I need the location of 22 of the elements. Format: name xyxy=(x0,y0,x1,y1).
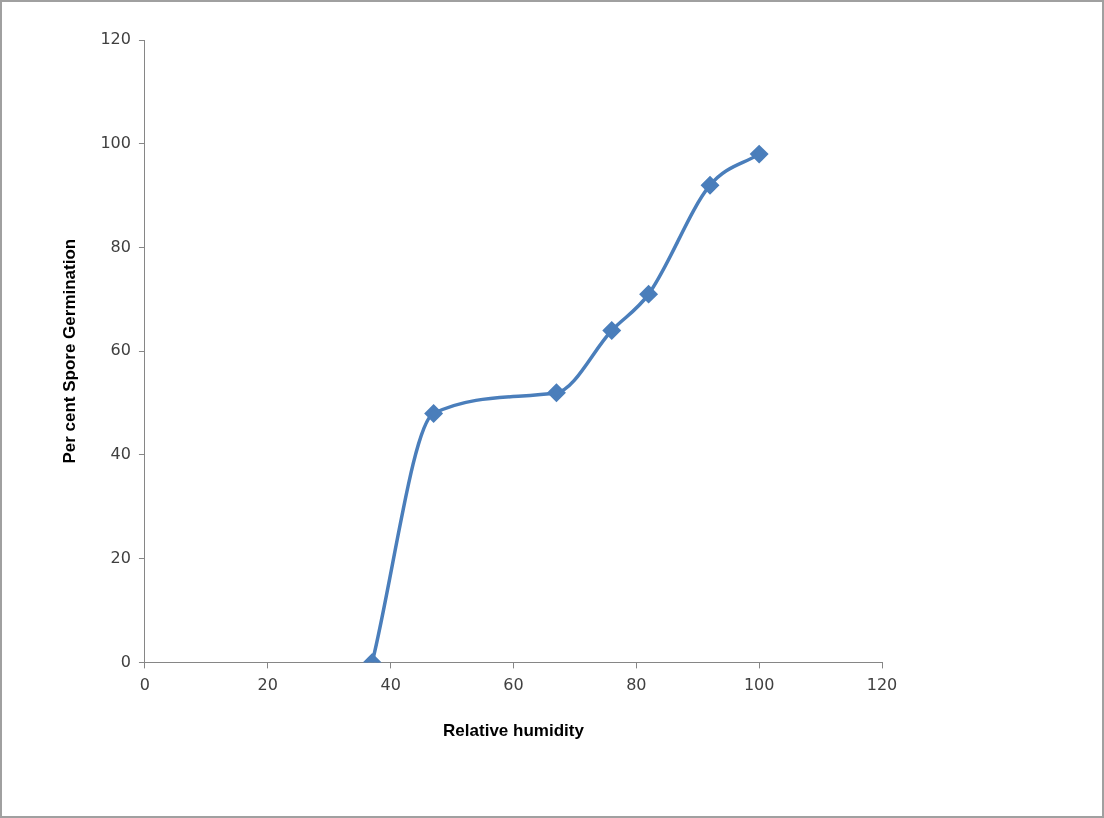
y-tick-label: 40 xyxy=(110,444,131,464)
point xyxy=(547,383,566,402)
point xyxy=(701,176,719,194)
point xyxy=(639,285,658,303)
y-tick-label: 60 xyxy=(110,340,131,360)
y-tick-label: 20 xyxy=(110,547,131,567)
y-axis-title: Per cent Spore Germination xyxy=(59,238,79,464)
point xyxy=(424,404,443,423)
x-tick-label: 120 xyxy=(866,675,898,695)
x-tick-label: 100 xyxy=(743,675,775,695)
y-tick-label: 80 xyxy=(110,236,131,256)
y-tick-label: 0 xyxy=(120,651,131,671)
x-tick-label: 20 xyxy=(257,675,278,695)
x-tick-label: 40 xyxy=(380,675,401,695)
y-tick-label: 120 xyxy=(100,29,131,49)
y-tick-label: 100 xyxy=(100,132,131,152)
point xyxy=(602,321,621,340)
x-tick-label: 0 xyxy=(139,675,151,695)
point xyxy=(750,145,768,163)
x-tick-label: 80 xyxy=(626,675,647,695)
x-axis-title: Relative humidity xyxy=(443,721,585,741)
x-tick-label: 60 xyxy=(503,675,524,695)
